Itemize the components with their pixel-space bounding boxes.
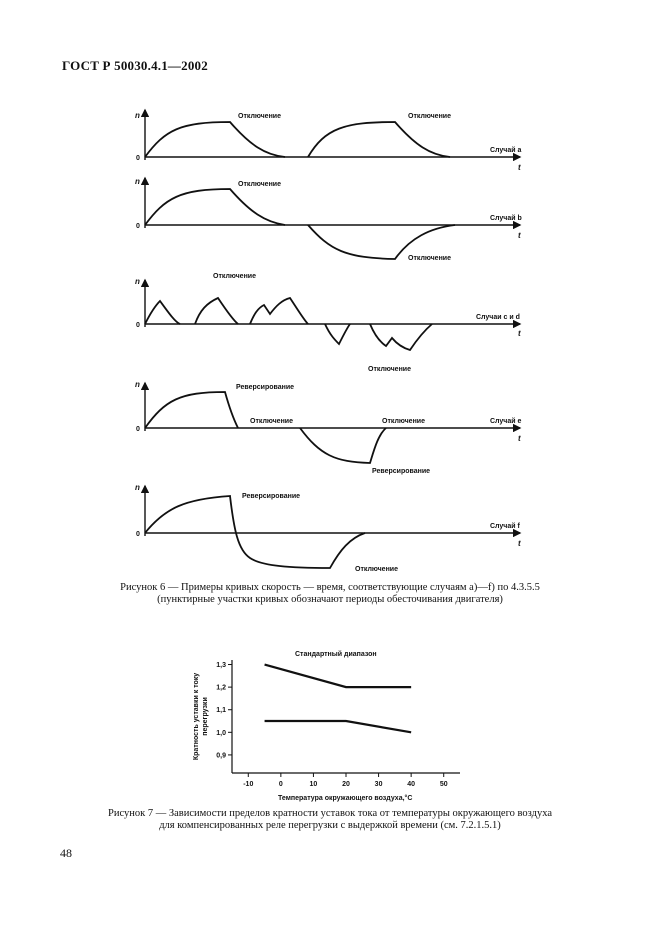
- panel-b-zero: 0: [136, 223, 140, 230]
- panel-cd-zero: 0: [136, 322, 140, 329]
- panel-f-label-2: Отключение: [355, 566, 398, 573]
- panel-f-zero: 0: [136, 531, 140, 538]
- panel-e-label-3: Отключение: [382, 418, 425, 425]
- panel-b-case-label: Случай b: [490, 214, 522, 222]
- panel-cd-y-label: n: [135, 277, 140, 286]
- figure-7-x-tick-label: 20: [342, 781, 350, 788]
- panel-e-curve-1: [144, 391, 239, 429]
- panel-b-y-label: n: [135, 177, 140, 186]
- figure-7-x-tick-label: 0: [279, 781, 283, 788]
- figure-7-x-tick-label: 10: [310, 781, 318, 788]
- panel-a-label-1: Отключение: [238, 113, 281, 120]
- panel-b-x-label: t: [518, 231, 521, 240]
- figure-7-series-line-2: [264, 719, 412, 734]
- figure-6-caption-line-1: Рисунок 6 — Примеры кривых скорость — вр…: [120, 582, 540, 593]
- panel-e-curve-2: [299, 427, 387, 464]
- panel-b-label-2: Отключение: [408, 255, 451, 262]
- panel-f-y-label: n: [135, 483, 140, 492]
- panel-a-case-label: Случай a: [490, 146, 522, 154]
- figure-6-caption-line-2: (пунктирные участки кривых обозначают пе…: [157, 594, 503, 605]
- panel-e-y-label: n: [135, 380, 140, 389]
- figure-7-y-label: Кратность уставки к току перегрузки: [193, 673, 209, 760]
- figure-7-y-tick-label: 1,1: [216, 707, 226, 714]
- figure-7-caption-line-2: для компенсированных реле перегрузки с в…: [159, 820, 501, 831]
- panel-a-curve-2: [307, 121, 451, 158]
- figure-7-y-tick-label: 1,2: [216, 685, 226, 692]
- figure-7-caption: Рисунок 7 — Зависимости пределов кратнос…: [60, 808, 600, 832]
- panel-e-case-label: Случай e: [490, 417, 522, 425]
- figure-7-title: Стандартный диапазон: [295, 650, 377, 658]
- document-header: ГОСТ Р 50030.4.1—2002: [62, 58, 208, 73]
- panel-b-curve-2: [307, 224, 456, 260]
- figure-7-y-tick-label: 1,3: [216, 662, 226, 669]
- panel-f-label-1: Реверсирование: [242, 493, 300, 500]
- figure-7-y-label-text: Кратность уставки к току перегрузки: [193, 673, 209, 760]
- panel-e-label-1: Реверсирование: [236, 384, 294, 391]
- panel-cd-case-label: Случаи c и d: [476, 314, 520, 321]
- panel-e-zero: 0: [136, 426, 140, 433]
- panel-f-x-label: t: [518, 539, 521, 548]
- panel-e-label-2: Отключение: [250, 418, 293, 425]
- panel-f-curve: [144, 495, 366, 569]
- panel-a-curve-1: [144, 121, 286, 158]
- panel-e-x-label: t: [518, 434, 521, 443]
- panel-cd-curve-neg: [324, 323, 433, 352]
- figure-7-y-tick-label: 0,9: [216, 752, 226, 759]
- figure-7-x-tick-label: 40: [407, 781, 415, 788]
- panel-f-case-label: Случай f: [490, 522, 521, 530]
- panel-cd-x-label: t: [518, 329, 521, 338]
- panel-b-label-1: Отключение: [238, 181, 281, 188]
- panel-a-x-label: t: [518, 163, 521, 172]
- figure-7-series-line-1: [264, 663, 412, 689]
- figure-7-y-tick-label: 1,0: [216, 730, 226, 737]
- panel-a-label-2: Отключение: [408, 113, 451, 120]
- panel-a-y-label: n: [135, 111, 140, 120]
- figure-7-x-tick-label: 30: [375, 781, 383, 788]
- panel-cd-label-2: Отключение: [368, 366, 411, 373]
- panel-b-curve-1: [144, 188, 286, 226]
- figure-7-x-label: Температура окружающего воздуха,°С: [278, 794, 412, 802]
- panel-e-label-4: Реверсирование: [372, 468, 430, 475]
- panel-cd-curve-pos: [144, 296, 309, 325]
- figure-7-x-tick-label: -10: [243, 781, 253, 788]
- figure-7-caption-line-1: Рисунок 7 — Зависимости пределов кратнос…: [108, 808, 552, 819]
- panel-cd-label-1: Отключение: [213, 273, 256, 280]
- panel-a-zero: 0: [136, 155, 140, 162]
- figure-7-x-tick-label: 50: [440, 781, 448, 788]
- page-number: 48: [60, 846, 72, 860]
- figure-6-caption: Рисунок 6 — Примеры кривых скорость — вр…: [60, 582, 600, 606]
- figure-6-speed-time-curves: n 0 t Отключение Отключение Случай a n 0…: [135, 108, 522, 573]
- figure-7-chart: Стандартный диапазон Кратность уставки к…: [193, 650, 460, 802]
